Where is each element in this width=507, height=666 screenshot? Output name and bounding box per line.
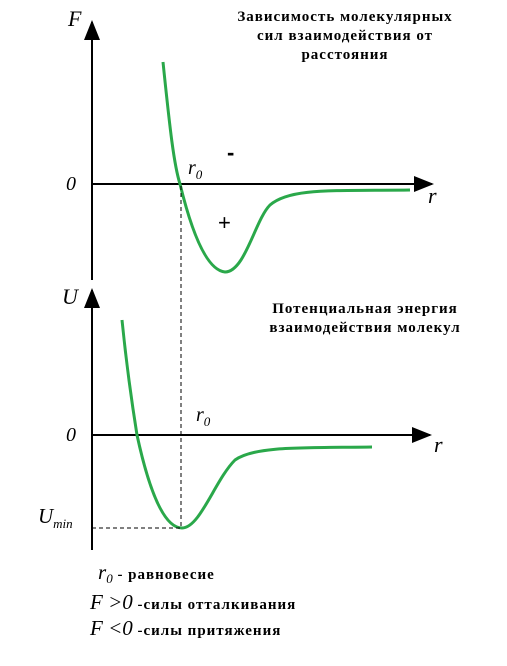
top-title-line1: Зависимость молекулярных	[237, 9, 453, 25]
legend-repulsion: F >0 -силы отталкивания	[90, 590, 296, 615]
bottom-x-axis-label: r	[434, 432, 443, 457]
umin-subscript: min	[53, 516, 73, 532]
legend-equilibrium: r0 - равновесие	[98, 560, 215, 587]
legend-f-negative-symbol: F <0	[90, 616, 133, 640]
minus-sign: -	[227, 140, 235, 165]
legend-attraction-text: -силы притяжения	[132, 623, 282, 639]
bottom-r0-subscript: 0	[203, 414, 211, 429]
legend-equilibrium-text: - равновесие	[112, 567, 215, 583]
top-title-line2: сил взаимодействия от	[256, 28, 434, 44]
bottom-r0-label: r0	[196, 404, 210, 430]
top-chart-title: Зависимость молекулярных сил взаимодейст…	[210, 8, 480, 65]
umin-label: Umin	[38, 504, 73, 532]
legend-repulsion-text: -силы отталкивания	[132, 597, 297, 613]
top-zero-label: 0	[66, 173, 76, 195]
bottom-y-axis-label: U	[62, 284, 78, 309]
top-x-axis-label: r	[428, 183, 437, 208]
potential-energy-curve	[120, 319, 373, 530]
legend-attraction: F <0 -силы притяжения	[90, 616, 281, 641]
force-curve	[161, 61, 411, 274]
legend-r0-subscript: 0	[106, 571, 113, 587]
bottom-zero-label: 0	[66, 424, 76, 446]
bottom-r0-symbol: r	[196, 404, 204, 426]
umin-symbol: U	[38, 504, 54, 528]
top-r0-label: r0	[188, 157, 202, 183]
top-r0-symbol: r	[188, 157, 196, 179]
bottom-chart-title: Потенциальная энергия взаимодействия мол…	[240, 300, 490, 338]
plus-sign: +	[218, 210, 231, 235]
legend-f-positive-symbol: F >0	[90, 590, 133, 614]
bottom-title-line1: Потенциальная энергия	[272, 301, 458, 317]
top-y-axis-label: F	[68, 6, 82, 31]
top-r0-subscript: 0	[195, 167, 203, 182]
bottom-title-line2: взаимодействия молекул	[269, 320, 461, 336]
top-title-line3: расстояния	[301, 47, 389, 63]
legend-r0-symbol: r	[98, 560, 107, 584]
